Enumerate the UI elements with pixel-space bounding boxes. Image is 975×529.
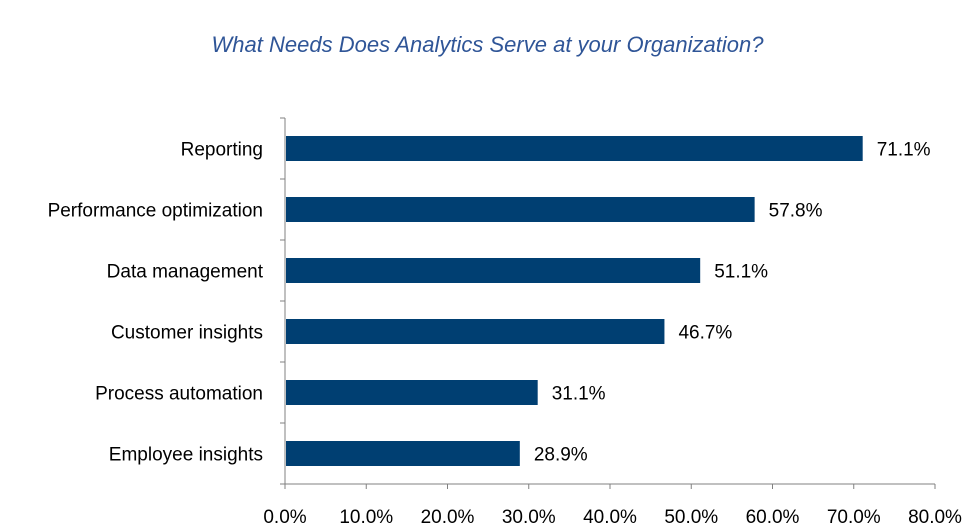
category-label: Reporting: [181, 140, 263, 161]
x-tick-label: 50.0%: [664, 507, 718, 528]
category-label: Data management: [107, 262, 264, 283]
x-tick-label: 10.0%: [339, 507, 393, 528]
category-label: Process automation: [95, 384, 263, 405]
chart-title: What Needs Does Analytics Serve at your …: [211, 32, 764, 57]
category-label: Employee insights: [109, 445, 263, 466]
x-tick-label: 60.0%: [746, 507, 800, 528]
bar: [286, 258, 701, 283]
data-label: 71.1%: [877, 140, 931, 161]
x-tick-label: 0.0%: [263, 507, 306, 528]
bar: [286, 197, 755, 222]
x-tick-label: 30.0%: [502, 507, 556, 528]
data-label: 51.1%: [714, 262, 768, 283]
bar: [286, 136, 863, 161]
data-label: 31.1%: [552, 384, 606, 405]
x-tick-label: 70.0%: [827, 507, 881, 528]
x-tick-label: 80.0%: [908, 507, 962, 528]
bar: [286, 441, 520, 466]
category-label: Performance optimization: [48, 201, 263, 222]
data-label: 28.9%: [534, 445, 588, 466]
bar: [286, 380, 538, 405]
x-tick-label: 40.0%: [583, 507, 637, 528]
category-label: Customer insights: [111, 323, 263, 344]
bar: [286, 319, 665, 344]
x-tick-label: 20.0%: [421, 507, 475, 528]
data-label: 46.7%: [678, 323, 732, 344]
data-label: 57.8%: [769, 201, 823, 222]
